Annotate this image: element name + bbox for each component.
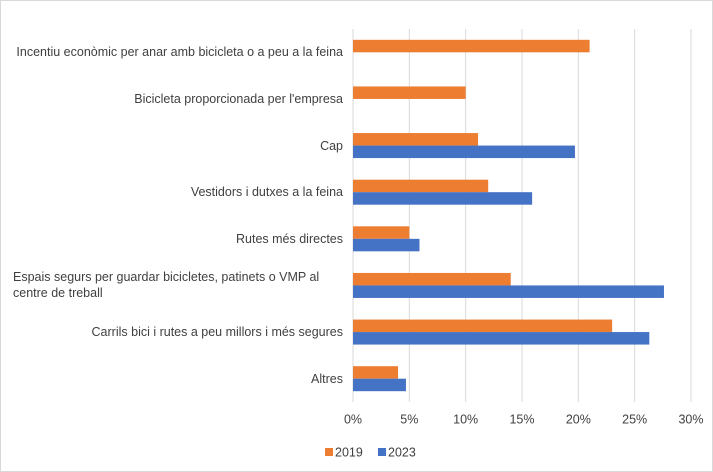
- bar: [353, 226, 410, 239]
- bar: [353, 192, 533, 205]
- category-label: Altres: [311, 371, 343, 386]
- legend-label: 2019: [335, 445, 363, 459]
- category-label: Rutes més directes: [236, 231, 343, 246]
- x-tick-label: 20%: [566, 412, 591, 426]
- bar: [353, 378, 406, 392]
- bar: [353, 133, 479, 146]
- bar: [353, 285, 664, 298]
- category-label: Vestidors i dutxes a la feina: [190, 185, 343, 200]
- bar: [353, 179, 489, 193]
- bar: [353, 319, 613, 333]
- x-tick-label: 10%: [453, 412, 478, 426]
- category-label: Incentiu econòmic per anar amb bicicleta…: [16, 45, 343, 60]
- x-tick-label: 15%: [509, 412, 534, 426]
- legend-swatch: [325, 448, 333, 456]
- category-label: Cap: [320, 138, 343, 153]
- category-label: Bicicleta proporcionada per l'empresa: [134, 91, 343, 106]
- bar: [353, 238, 420, 252]
- x-tick-label: 25%: [622, 412, 647, 426]
- legend-swatch: [378, 448, 386, 456]
- bar: [353, 145, 575, 159]
- bar: [353, 39, 590, 53]
- legend-label: 2023: [388, 445, 416, 459]
- category-label: Espais segurs per guardar bicicletes, pa…: [13, 270, 320, 301]
- x-tick-label: 0%: [344, 412, 362, 426]
- bar: [353, 86, 466, 99]
- bar: [353, 366, 399, 379]
- bar: [353, 272, 511, 286]
- category-label: Carrils bici i rutes a peu millors i més…: [91, 325, 343, 340]
- bar: [353, 332, 650, 345]
- x-tick-label: 5%: [400, 412, 418, 426]
- x-tick-label: 30%: [678, 412, 703, 426]
